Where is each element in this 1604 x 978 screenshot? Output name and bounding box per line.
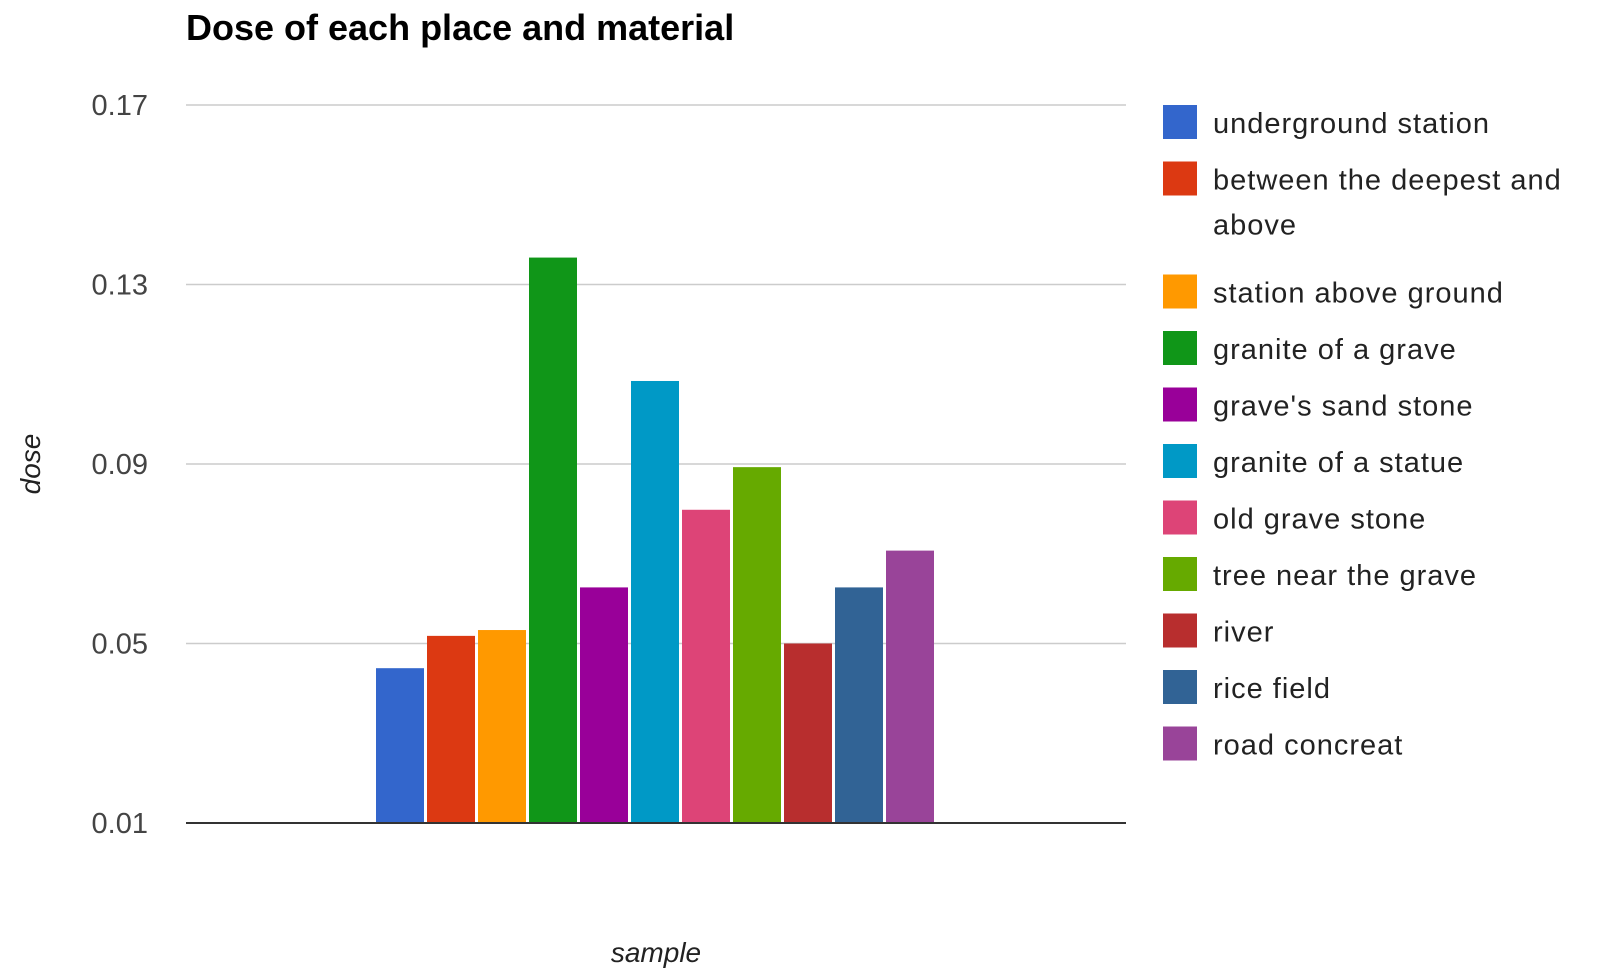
legend-swatch bbox=[1163, 500, 1197, 535]
legend-swatch bbox=[1163, 387, 1197, 422]
legend-swatch bbox=[1163, 557, 1197, 591]
legend: underground station between the deepest a… bbox=[1163, 105, 1562, 762]
legend-item: old grave stone bbox=[1163, 500, 1426, 536]
bar-tree-near-the-grave bbox=[733, 467, 781, 823]
legend-item: granite of a statue bbox=[1163, 444, 1464, 479]
legend-label: rice field bbox=[1213, 673, 1331, 705]
y-tick-label: 0.13 bbox=[92, 270, 148, 302]
bar-station-above-ground bbox=[478, 630, 526, 823]
y-tick-label: 0.09 bbox=[92, 449, 148, 481]
legend-label: between the deepest and bbox=[1213, 165, 1562, 197]
legend-swatch bbox=[1163, 105, 1197, 139]
legend-label: road concreat bbox=[1213, 730, 1403, 762]
legend-label: underground station bbox=[1213, 108, 1490, 140]
legend-swatch bbox=[1163, 331, 1197, 365]
legend-label: old grave stone bbox=[1213, 504, 1426, 536]
legend-item: grave's sand stone bbox=[1163, 387, 1474, 423]
bar-grave-s-sand-stone bbox=[580, 587, 628, 823]
legend-label: above bbox=[1213, 210, 1297, 242]
x-axis-title: sample bbox=[611, 937, 701, 968]
legend-item: rice field bbox=[1163, 670, 1331, 705]
legend-swatch bbox=[1163, 274, 1197, 309]
legend-label: grave's sand stone bbox=[1213, 391, 1474, 423]
legend-label: granite of a grave bbox=[1213, 334, 1457, 366]
legend-item: road concreat bbox=[1163, 726, 1403, 762]
legend-label: station above ground bbox=[1213, 278, 1504, 310]
legend-swatch bbox=[1163, 613, 1197, 648]
y-axis-title: dose bbox=[15, 434, 46, 495]
legend-swatch bbox=[1163, 670, 1197, 704]
legend-item: tree near the grave bbox=[1163, 557, 1477, 592]
y-tick-label: 0.01 bbox=[92, 808, 148, 840]
legend-label: granite of a statue bbox=[1213, 447, 1464, 479]
legend-swatch bbox=[1163, 444, 1197, 478]
legend-item: underground station bbox=[1163, 105, 1490, 140]
chart-title: Dose of each place and material bbox=[186, 7, 734, 48]
bar-granite-of-a-grave bbox=[529, 257, 577, 823]
bar-road-concreat bbox=[886, 550, 934, 823]
y-tick-label: 0.17 bbox=[92, 90, 148, 122]
legend-swatch bbox=[1163, 161, 1197, 196]
bar-old-grave-stone bbox=[682, 509, 730, 823]
legend-label: tree near the grave bbox=[1213, 560, 1477, 592]
bar-granite-of-a-statue bbox=[631, 380, 679, 823]
legend-label: river bbox=[1213, 617, 1274, 649]
legend-item: between the deepest and above bbox=[1163, 161, 1562, 242]
legend-item: station above ground bbox=[1163, 274, 1504, 310]
bar-river bbox=[784, 643, 832, 823]
bar-underground-station bbox=[376, 668, 424, 823]
bars bbox=[376, 257, 934, 823]
legend-item: river bbox=[1163, 613, 1274, 649]
y-tick-label: 0.05 bbox=[92, 629, 148, 661]
legend-item: granite of a grave bbox=[1163, 331, 1457, 366]
y-tick-labels: 0.17 0.13 0.09 0.05 0.01 bbox=[92, 90, 148, 840]
bar-between-the-deepest-and-above bbox=[427, 635, 475, 823]
legend-swatch bbox=[1163, 726, 1197, 761]
bar-rice-field bbox=[835, 587, 883, 823]
